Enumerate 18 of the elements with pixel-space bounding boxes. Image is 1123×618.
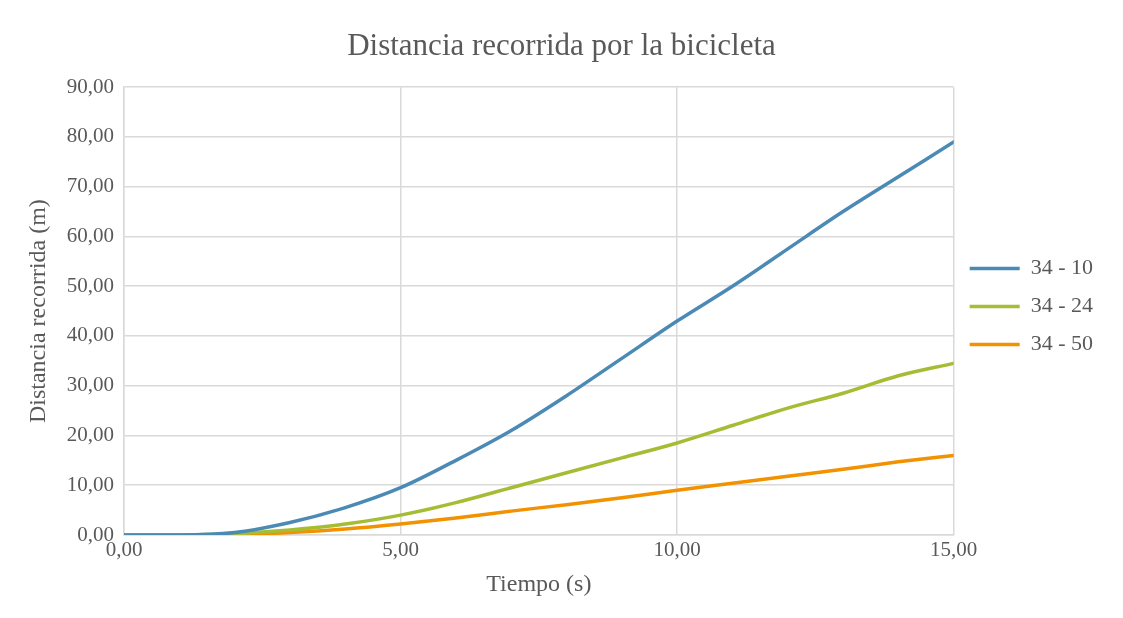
x-tick-label: 5,00: [382, 537, 419, 562]
y-axis-title: Distancia recorrida (m): [23, 199, 50, 424]
x-tick-label: 10,00: [653, 537, 701, 562]
x-tick-label: 15,00: [930, 537, 978, 562]
legend-label: 34 - 24: [1030, 292, 1093, 318]
x-axis-title: Tiempo (s): [486, 569, 592, 596]
y-tick-label: 60,00: [66, 222, 115, 247]
legend-label: 34 - 50: [1030, 330, 1093, 356]
y-tick-label: 30,00: [66, 372, 115, 397]
y-tick-label: 20,00: [66, 422, 115, 446]
y-tick-label: 70,00: [66, 173, 115, 198]
y-tick-label: 80,00: [66, 123, 115, 148]
y-tick-label: 10,00: [66, 471, 115, 496]
legend-label: 34 - 10: [1030, 254, 1093, 280]
chart-title: Distancia recorrida por la bicicleta: [347, 26, 777, 62]
y-tick-label: 50,00: [66, 272, 115, 297]
y-tick-label: 40,00: [66, 322, 115, 347]
y-tick-label: 90,00: [66, 73, 115, 98]
